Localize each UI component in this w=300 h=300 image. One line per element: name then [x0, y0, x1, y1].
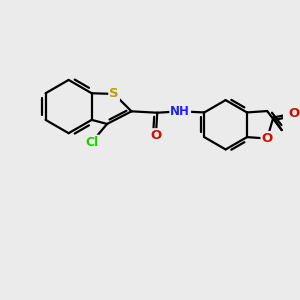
Text: Cl: Cl: [85, 136, 98, 149]
Text: S: S: [109, 88, 119, 100]
Text: O: O: [289, 107, 300, 120]
Text: O: O: [262, 132, 273, 145]
Text: NH: NH: [170, 105, 190, 118]
Text: O: O: [150, 129, 161, 142]
